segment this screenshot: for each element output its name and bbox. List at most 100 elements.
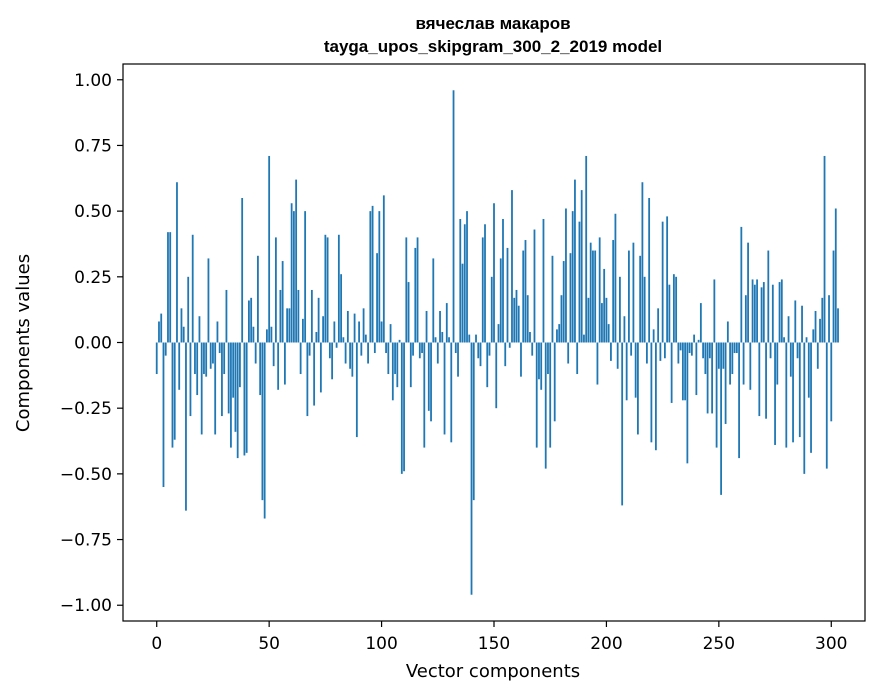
bar <box>497 324 500 343</box>
bar <box>535 342 538 448</box>
bar <box>648 197 651 343</box>
bar <box>194 342 196 375</box>
bar <box>792 342 794 443</box>
bar <box>340 274 343 343</box>
bar <box>337 234 340 343</box>
x-tick-label: 250 <box>703 634 735 654</box>
bar <box>484 224 486 343</box>
bar <box>803 342 806 474</box>
bar <box>169 232 172 343</box>
bar <box>274 237 277 343</box>
bar <box>506 247 509 343</box>
bar <box>508 342 511 348</box>
bar <box>814 310 817 343</box>
bar <box>187 276 190 343</box>
bar <box>445 303 448 343</box>
bar <box>319 342 322 393</box>
bar <box>308 342 311 356</box>
bar <box>789 342 792 377</box>
bar <box>180 308 183 343</box>
y-axis-label: Components values <box>13 254 34 432</box>
bar <box>771 284 774 343</box>
bar <box>594 250 597 343</box>
bar <box>207 258 210 343</box>
bar <box>173 342 176 440</box>
bar <box>558 324 561 343</box>
bar <box>702 342 705 359</box>
bar <box>301 318 304 343</box>
bar <box>205 342 208 377</box>
bar <box>214 342 217 435</box>
bar <box>373 342 376 354</box>
bar <box>405 237 408 343</box>
bar <box>619 276 621 343</box>
bar <box>812 329 815 343</box>
bar <box>443 342 446 435</box>
bar <box>459 219 462 343</box>
bar <box>171 342 174 448</box>
bar <box>310 289 313 343</box>
bar <box>322 316 325 343</box>
bar <box>182 326 185 343</box>
bar <box>367 342 369 364</box>
bar <box>470 342 473 595</box>
bar <box>522 250 525 343</box>
bar <box>434 337 437 343</box>
bar <box>502 219 504 343</box>
bar <box>632 242 635 343</box>
bar <box>243 342 246 456</box>
y-tick-label: 0.00 <box>74 334 112 354</box>
bar <box>324 234 327 343</box>
bar <box>544 342 547 469</box>
bar <box>623 316 626 343</box>
bar <box>513 297 516 343</box>
bar <box>333 321 336 343</box>
bar <box>425 310 428 343</box>
bar <box>612 240 615 343</box>
bar <box>160 313 163 343</box>
bar <box>351 342 354 377</box>
bar <box>281 261 284 343</box>
bars-group <box>155 90 839 595</box>
bar <box>346 310 349 343</box>
bar <box>708 342 711 359</box>
bar <box>751 279 754 343</box>
bar <box>740 226 743 343</box>
bar <box>681 342 684 401</box>
bar <box>807 342 810 398</box>
bar <box>479 342 482 367</box>
bar <box>313 342 316 406</box>
bar <box>551 255 554 343</box>
x-tick-label: 100 <box>365 634 397 654</box>
bar <box>547 342 549 375</box>
bar <box>288 308 291 343</box>
bar <box>533 229 536 343</box>
bar <box>517 305 520 343</box>
bar <box>675 276 678 343</box>
bar <box>742 342 745 385</box>
bar <box>200 342 203 435</box>
bar <box>760 287 763 343</box>
bar <box>567 342 570 364</box>
bar <box>414 247 417 343</box>
bar <box>711 342 714 414</box>
bar <box>463 224 466 343</box>
bar <box>466 211 468 343</box>
bar <box>677 342 680 364</box>
bar <box>574 179 576 343</box>
x-tick-label: 300 <box>815 634 847 654</box>
bar <box>248 300 250 343</box>
bar <box>601 303 603 343</box>
bar <box>418 342 421 359</box>
bar <box>616 342 619 369</box>
bar <box>650 342 653 443</box>
bar <box>637 342 639 435</box>
bar <box>315 331 318 343</box>
bar <box>209 342 212 369</box>
bar <box>704 342 707 375</box>
bar <box>286 308 289 343</box>
bar <box>389 324 392 343</box>
bar <box>641 182 644 343</box>
x-tick-label: 200 <box>590 634 622 654</box>
bar <box>726 321 729 343</box>
